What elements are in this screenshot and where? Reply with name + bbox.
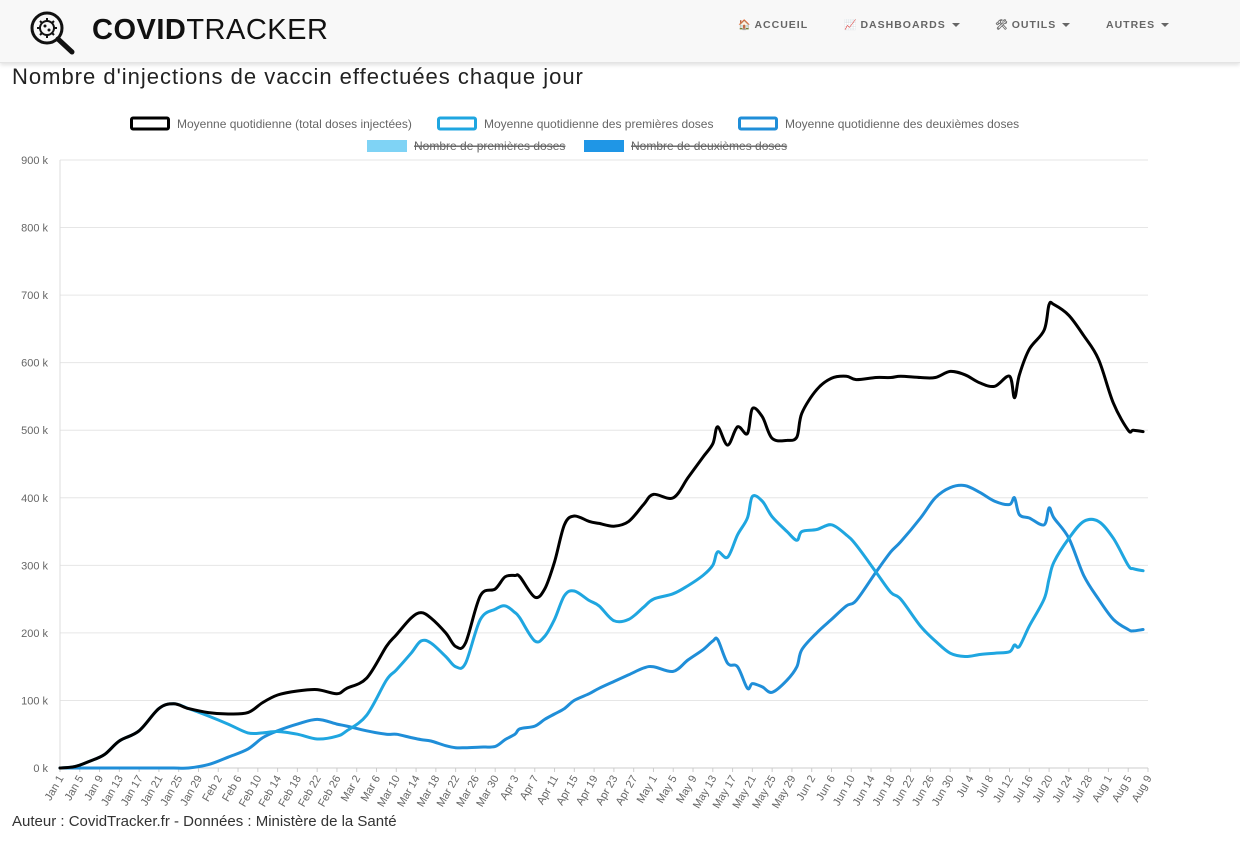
chevron-down-icon [1161, 23, 1170, 28]
y-tick-label: 800 k [21, 223, 48, 235]
nav-accueil[interactable]: 🏠 ACCUEIL [738, 19, 808, 33]
legend-swatch-4[interactable] [584, 140, 624, 152]
legend-label-0[interactable]: Moyenne quotidienne (total doses injecté… [177, 117, 412, 131]
nav-autres[interactable]: AUTRES [1106, 19, 1170, 33]
legend-swatch-0[interactable] [130, 116, 170, 131]
x-tick-label: Jun 2 [794, 774, 818, 803]
legend-swatch-3[interactable] [367, 140, 407, 152]
tools-icon: 🛠 [995, 20, 1009, 31]
x-tick-label: Jan 5 [63, 774, 87, 803]
brand-light: TRACKER [186, 14, 329, 46]
series-line-0 [58, 300, 1145, 770]
legend-label-2[interactable]: Moyenne quotidienne des deuxièmes doses [785, 117, 1019, 131]
chevron-down-icon [951, 23, 960, 28]
brand-logo[interactable]: COVIDTRACKER [92, 14, 328, 47]
chart-icon: 📈 [844, 20, 858, 31]
chevron-down-icon [1062, 23, 1071, 28]
y-tick-label: 200 k [21, 628, 48, 640]
nav-accueil-label: ACCUEIL [754, 19, 809, 31]
legend-label-1[interactable]: Moyenne quotidienne des premières doses [484, 117, 713, 131]
virus-magnifier-icon[interactable] [28, 9, 76, 55]
x-tick-label: Jul 4 [955, 774, 977, 800]
y-tick-label: 500 k [21, 425, 48, 437]
y-tick-label: 0 k [33, 763, 48, 775]
series-line-2 [58, 483, 1145, 770]
legend-swatch-2[interactable] [738, 116, 778, 131]
nav-outils[interactable]: 🛠 OUTILS [995, 19, 1071, 33]
home-icon: 🏠 [738, 20, 752, 31]
y-tick-label: 900 k [21, 155, 48, 167]
nav-autres-label: AUTRES [1106, 19, 1156, 31]
top-navbar: COVIDTRACKER 🏠 ACCUEIL 📈 DASHBOARDS 🛠 OUTIL… [0, 0, 1240, 63]
brand-bold: COVID [92, 14, 187, 46]
y-tick-label: 400 k [21, 493, 48, 505]
x-tick-label: Aug 9 [1130, 774, 1155, 805]
credit-text: Auteur : CovidTracker.fr - Données : Min… [12, 813, 397, 830]
nav-dashboards-label: DASHBOARDS [860, 19, 946, 31]
y-tick-label: 600 k [21, 358, 48, 370]
nav-outils-label: OUTILS [1011, 19, 1057, 31]
page-title: Nombre d'injections de vaccin effectuées… [12, 64, 584, 89]
nav-dashboards[interactable]: 📈 DASHBOARDS [844, 19, 960, 33]
legend-swatch-1[interactable] [437, 116, 477, 131]
x-tick-label: Jan 1 [43, 774, 67, 803]
vaccination-line-chart: 0 k 100 k 200 k 300 k 400 k 500 k 600 k 700 k 80… [21, 116, 1155, 810]
y-tick-label: 300 k [21, 560, 48, 572]
x-tick-label: Apr 3 [498, 774, 522, 803]
y-tick-label: 100 k [21, 695, 48, 707]
y-tick-label: 700 k [21, 290, 48, 302]
series-line-1 [58, 494, 1145, 770]
